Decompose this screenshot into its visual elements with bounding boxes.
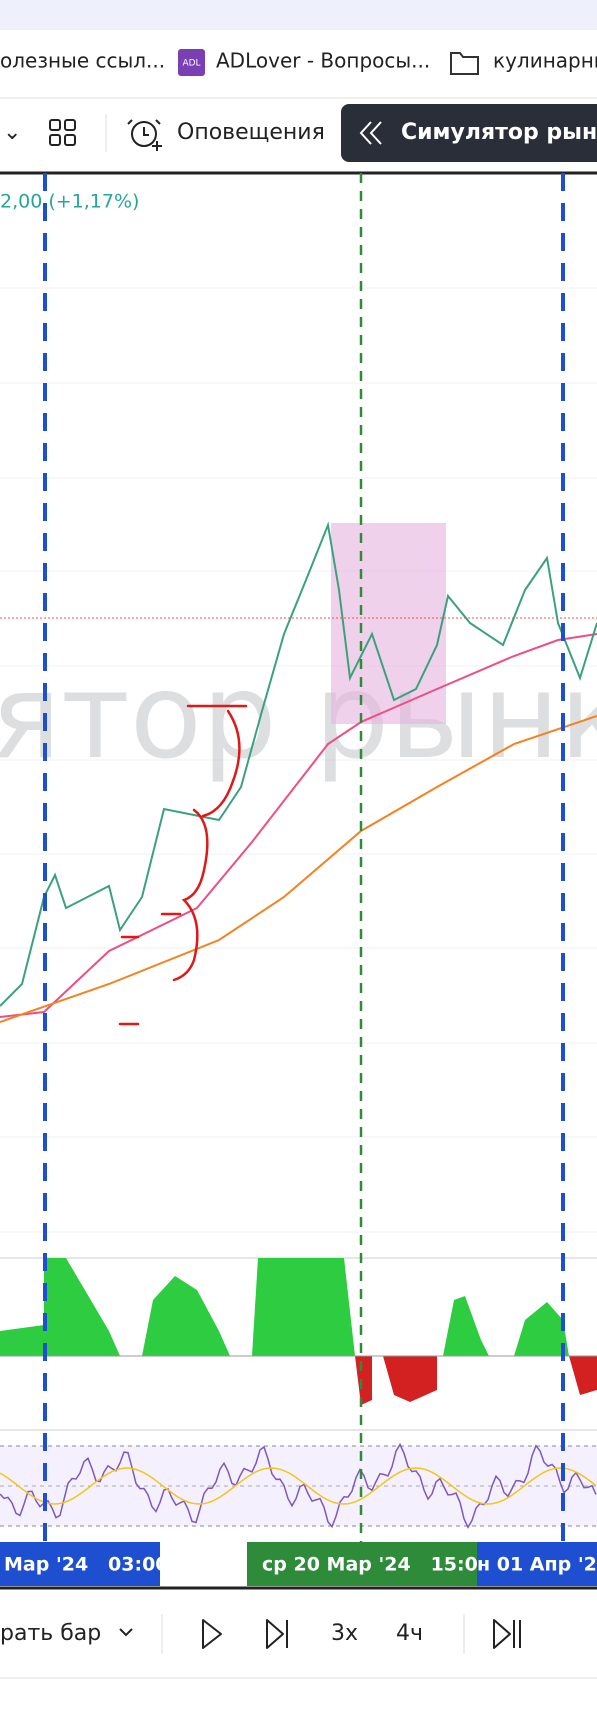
time-label-bg — [477, 1542, 597, 1586]
grid — [0, 287, 597, 1233]
ma-slow — [0, 715, 597, 1023]
folder-icon — [450, 52, 479, 75]
layout-icon[interactable] — [49, 119, 76, 146]
step-button[interactable] — [266, 1619, 288, 1649]
chevron[interactable] — [119, 1628, 133, 1637]
bookmark[interactable]: ADLover - Вопросы... — [216, 49, 430, 73]
time-label: ср 20 Мар '24 15:00 — [262, 1554, 491, 1576]
annotations — [118, 704, 248, 1026]
bookmark[interactable]: олезные ссыл... — [0, 49, 165, 73]
range-box — [331, 523, 446, 724]
watermark: ятор рынк — [0, 647, 597, 785]
time-label: Мар '24 03:00 — [4, 1554, 169, 1576]
rsi-line — [0, 1442, 597, 1529]
play-button[interactable] — [202, 1619, 222, 1649]
histogram-positive — [0, 1258, 569, 1356]
simulator-button-bg[interactable] — [341, 104, 597, 162]
alarm-icon[interactable] — [127, 119, 162, 151]
dropdown-chevron[interactable]: ⌄ — [3, 120, 21, 145]
ma-fast — [0, 633, 597, 1018]
select-bar-button[interactable]: рать бар — [0, 1621, 101, 1646]
bookmarks-bar — [0, 30, 597, 98]
histogram-negative — [355, 1356, 597, 1405]
window-top — [0, 0, 597, 30]
rewind-icon — [359, 121, 382, 145]
markers — [43, 173, 565, 1542]
simulator-button[interactable]: Симулятор рынка — [401, 120, 597, 145]
alerts-button[interactable]: Оповещения — [177, 120, 325, 145]
jump-end-button[interactable] — [493, 1619, 521, 1649]
bookmark-icon-bg — [178, 49, 205, 76]
bookmark[interactable]: кулинарны — [493, 49, 597, 73]
rsi-ma-line — [0, 1467, 597, 1505]
time-label-bg — [247, 1542, 477, 1586]
interval-button[interactable]: 4ч — [396, 1621, 423, 1646]
bookmark-icon: ADL — [182, 59, 200, 69]
price-change: 2,00 (+1,17%) — [0, 191, 139, 213]
time-label: н 01 Апр '24 — [477, 1554, 597, 1576]
time-label-bg — [0, 1542, 160, 1586]
speed-button[interactable]: 3x — [331, 1621, 358, 1646]
price-series — [0, 521, 597, 1007]
